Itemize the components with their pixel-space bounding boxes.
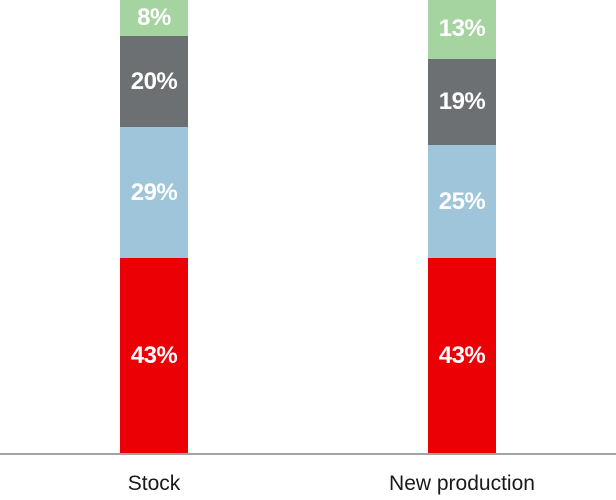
bar-stock: 8% 20% 29% 43% xyxy=(120,0,188,453)
green-top-segment-stock: 8% xyxy=(120,0,188,37)
gray-segment-new-production: 19% xyxy=(428,58,496,145)
blue-segment-stock: 29% xyxy=(120,126,188,259)
category-label-new-production: New production xyxy=(389,472,535,495)
segment-value-label: 25% xyxy=(438,187,486,215)
segment-value-label: 20% xyxy=(130,67,178,95)
red-bottom-segment-new-production: 43% xyxy=(428,258,496,453)
green-top-segment-new-production: 13% xyxy=(428,0,496,59)
x-axis-line xyxy=(0,453,616,455)
segment-value-label: 29% xyxy=(130,178,178,206)
segment-value-label: 43% xyxy=(438,341,486,369)
segment-value-label: 8% xyxy=(137,4,171,32)
bar-new-production: 13% 19% 25% 43% xyxy=(428,0,496,453)
category-label-stock: Stock xyxy=(127,472,181,495)
segment-value-label: 43% xyxy=(130,341,178,369)
red-bottom-segment-stock: 43% xyxy=(120,258,188,453)
segment-value-label: 13% xyxy=(438,15,486,43)
gray-segment-stock: 20% xyxy=(120,36,188,127)
blue-segment-new-production: 25% xyxy=(428,144,496,259)
segment-value-label: 19% xyxy=(438,87,486,115)
